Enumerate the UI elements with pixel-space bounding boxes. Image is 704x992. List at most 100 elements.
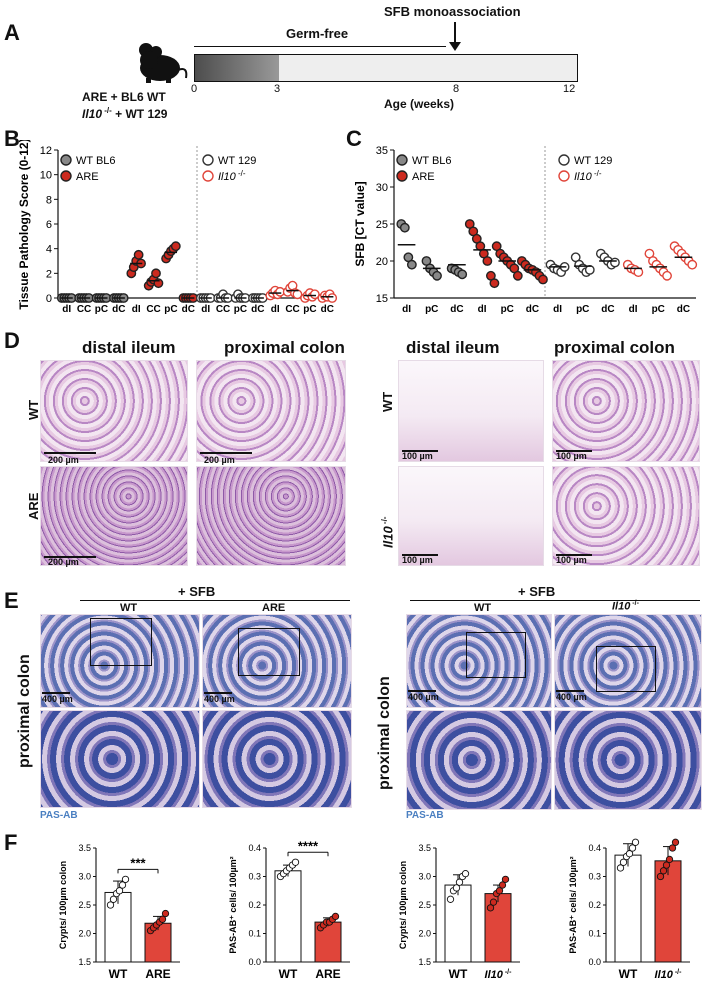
F1-data-point <box>106 901 115 909</box>
B-category-label: CC <box>216 304 230 315</box>
timeline-tick-0: 0 <box>191 83 198 95</box>
timeline-tick-8: 8 <box>453 83 460 95</box>
chart-f1: 1.5 2.0 2.5 3.0 3.5 Crypts/ 100µm colon WT ARE *… <box>58 843 180 981</box>
d-wt-proximal-colon-image <box>196 360 346 462</box>
B-legend-il10-marker <box>202 170 214 182</box>
B-category-label: dI <box>201 304 210 315</box>
F4-data-point <box>671 838 680 846</box>
C-data-point <box>457 269 468 280</box>
F4-category-label: Il10 -/- <box>655 969 683 981</box>
C-data-point <box>687 259 698 270</box>
e-il10-sup: -/- <box>630 600 639 607</box>
e-right-rule <box>410 600 700 601</box>
F4-ytick-label: 0.2 <box>588 900 601 910</box>
F1-data-point <box>118 881 127 889</box>
F1-data-point <box>161 909 170 918</box>
B-legend-wt-bl6-text: WT BL6 <box>76 155 116 167</box>
B-category-label: dI <box>271 304 280 315</box>
F2-ytick-label: 0.3 <box>248 872 261 882</box>
F2-ytick-label: 0.2 <box>248 900 261 910</box>
B-data-point <box>327 293 338 303</box>
il10-superscript: -/- <box>102 106 112 115</box>
F2-y-axis-title: PAS-AB⁺ cells/ 100µm² <box>228 856 238 953</box>
F3-category-label: Il10 -/- <box>485 969 513 981</box>
e-are-zoom-image <box>202 710 352 808</box>
B-legend-wt-129-text: WT 129 <box>218 155 256 167</box>
timeline-tick-12: 12 <box>563 83 576 95</box>
F4-data-point <box>619 858 628 866</box>
B-category-label: CC <box>146 304 160 315</box>
F4-data-point <box>628 844 637 852</box>
e-il10-zoom-image <box>554 710 702 810</box>
e-right-wt-header: WT <box>474 602 492 614</box>
d-scale-text-3: 200 µm <box>48 557 79 567</box>
F1-category-label: WT <box>109 967 128 981</box>
F3-data-point <box>501 875 510 883</box>
F1-data-point <box>158 915 167 923</box>
e-wt-zoom-image-right <box>406 710 552 810</box>
d-wt-distal-ileum-image <box>40 360 188 462</box>
F1-ytick-label: 2.5 <box>78 900 91 910</box>
d-scalebar-2 <box>200 452 252 454</box>
d-scale-text-1: 200 µm <box>48 455 79 465</box>
C-ytick-label: 20 <box>376 256 388 268</box>
mouse-strains-line1: ARE + BL6 WT <box>82 90 166 104</box>
F3-bar <box>484 893 512 963</box>
timeline-bar <box>194 54 578 82</box>
C-legend-wt-bl6-text: WT BL6 <box>412 155 452 167</box>
timeline-dark-segment <box>195 55 279 81</box>
F3-data-point <box>455 878 464 886</box>
F1-category-label: ARE <box>145 967 170 981</box>
chart-c: 15 20 25 30 35 SFB [CT value] dI pC dC dI pC dC dI pC… <box>353 145 698 315</box>
C-data-point <box>512 270 523 281</box>
F4-category-label: WT <box>619 967 638 981</box>
F1-ytick-label: 3.0 <box>78 872 91 882</box>
C-data-point <box>610 257 620 268</box>
e-wt-zoom-image <box>40 710 200 808</box>
d-scalebar-5 <box>556 450 592 452</box>
B-legend-il10-sup: -/- <box>236 169 246 178</box>
F3-category-label: WT <box>449 967 468 981</box>
F2-bar <box>274 870 302 963</box>
F1-y-axis-title: Crypts/ 100µm colon <box>58 861 68 949</box>
F3-ytick-label: 3.5 <box>418 843 431 853</box>
F3-ytick-label: 3.0 <box>418 872 431 882</box>
B-category-label: pC <box>303 304 316 315</box>
d-right-col2-title: proximal colon <box>554 338 675 357</box>
panel-label-d: D <box>4 328 20 353</box>
B-ytick-label: 8 <box>46 194 52 206</box>
e-left-plus-sfb: + SFB <box>178 584 216 599</box>
e-scalebar-3 <box>408 690 436 692</box>
panel-label-b: B <box>4 126 20 151</box>
C-data-point <box>399 222 410 233</box>
F1-ytick-label: 2.0 <box>78 929 91 939</box>
B-category-label: dI <box>62 304 71 315</box>
F4-ytick-label: 0.4 <box>588 843 601 853</box>
C-ytick-label: 35 <box>376 145 388 157</box>
F3-data-point <box>452 884 461 892</box>
e-left-wt-header: WT <box>120 602 138 614</box>
F4-ytick-label: 0.0 <box>588 957 601 967</box>
C-data-point <box>482 256 493 266</box>
d-left-col1-title: distal ileum <box>82 338 176 357</box>
F4-data-point <box>665 855 674 864</box>
C-data-point <box>489 278 500 289</box>
d-scalebar-6 <box>402 554 438 556</box>
panel-label-c: C <box>346 126 362 151</box>
C-category-label: pC <box>576 304 589 315</box>
F2-category-label: ARE <box>315 967 340 981</box>
B-ytick-label: 0 <box>46 293 52 305</box>
B-ytick-label: 6 <box>46 219 52 231</box>
B-category-label: CC <box>285 304 299 315</box>
F3-data-point <box>498 881 507 889</box>
B-ytick-label: 4 <box>46 244 52 256</box>
C-category-label: dI <box>402 304 411 315</box>
C-ytick-label: 25 <box>376 219 388 231</box>
e-zoom-box-il10 <box>596 646 656 692</box>
F1-ytick-label: 1.5 <box>78 957 91 967</box>
d-scale-text-7: 100 µm <box>556 555 587 565</box>
C-legend-wt-bl6-marker <box>396 154 408 166</box>
B-category-label: pC <box>234 304 247 315</box>
F3-data-point <box>489 898 498 906</box>
C-legend-il10-text: Il10 -/- <box>574 169 602 183</box>
